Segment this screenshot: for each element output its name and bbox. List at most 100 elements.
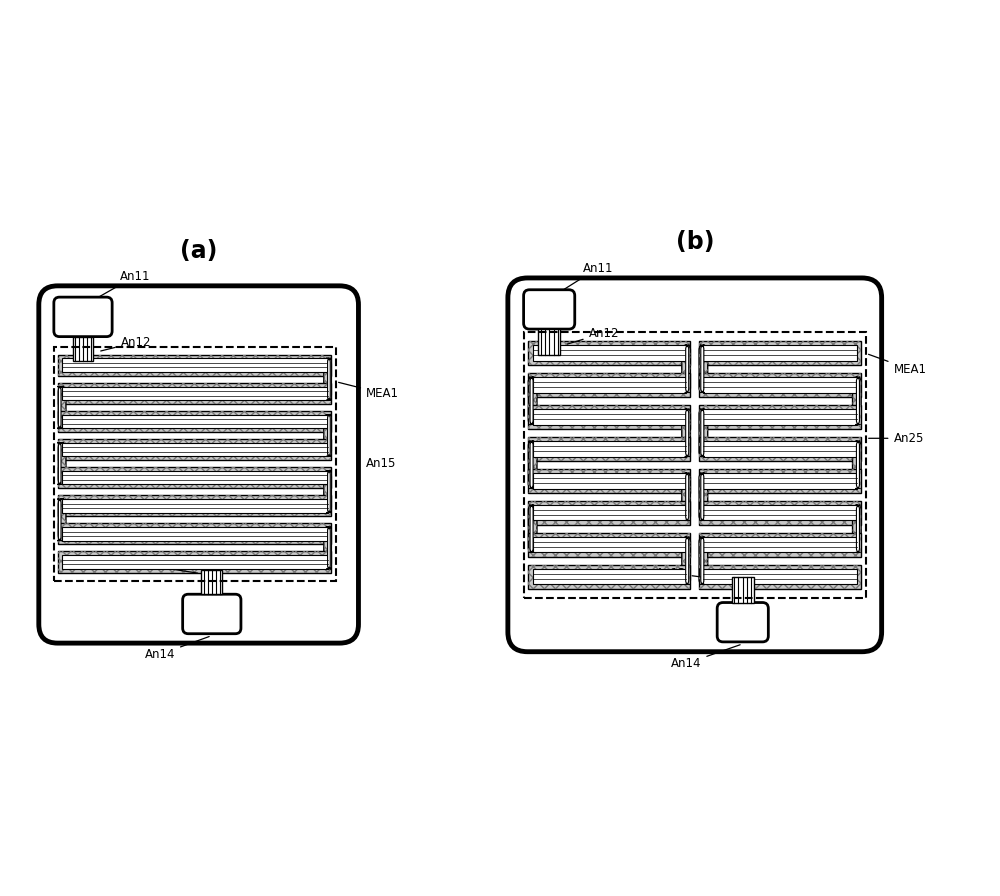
Bar [703, 441, 857, 456]
Bar [533, 409, 686, 425]
FancyBboxPatch shape [328, 415, 331, 456]
Text: An14: An14 [671, 645, 740, 670]
Bar [699, 533, 861, 556]
Bar [699, 564, 861, 589]
Bar [201, 570, 222, 594]
Text: (a): (a) [180, 239, 217, 263]
Bar [58, 523, 331, 545]
Bar [528, 373, 690, 397]
Bar [58, 551, 331, 573]
Bar [58, 495, 331, 516]
Bar [58, 355, 331, 375]
Bar [528, 405, 690, 429]
Bar [528, 533, 690, 556]
FancyBboxPatch shape [324, 471, 331, 513]
Bar [58, 467, 331, 488]
Bar [58, 467, 331, 488]
Bar [703, 505, 857, 521]
FancyBboxPatch shape [700, 409, 705, 456]
Bar [58, 439, 331, 460]
Bar [533, 537, 686, 553]
Text: An25: An25 [869, 432, 924, 444]
Bar [538, 329, 560, 355]
FancyBboxPatch shape [853, 441, 861, 488]
FancyBboxPatch shape [183, 594, 241, 633]
Text: An11: An11 [77, 270, 150, 310]
FancyBboxPatch shape [58, 443, 66, 485]
Bar [703, 473, 857, 488]
Text: An14: An14 [145, 636, 209, 661]
FancyBboxPatch shape [699, 345, 708, 392]
Bar [699, 340, 861, 365]
FancyBboxPatch shape [57, 443, 62, 485]
Text: (b): (b) [676, 230, 714, 254]
Bar [533, 441, 686, 456]
Bar [528, 437, 690, 461]
FancyBboxPatch shape [699, 473, 708, 521]
FancyBboxPatch shape [682, 409, 690, 456]
Bar [62, 527, 328, 540]
Text: MEA1: MEA1 [339, 383, 399, 400]
FancyBboxPatch shape [682, 473, 690, 521]
FancyBboxPatch shape [324, 415, 331, 456]
FancyBboxPatch shape [699, 537, 708, 584]
Bar [699, 405, 861, 429]
FancyBboxPatch shape [328, 358, 331, 400]
Text: An13: An13 [656, 566, 728, 581]
FancyBboxPatch shape [685, 345, 690, 392]
Bar [62, 499, 328, 513]
FancyBboxPatch shape [326, 415, 331, 456]
Bar [699, 340, 861, 365]
Bar [58, 495, 331, 516]
FancyBboxPatch shape [853, 505, 861, 553]
Bar [699, 533, 861, 556]
FancyBboxPatch shape [682, 345, 690, 392]
Bar [62, 386, 328, 400]
FancyBboxPatch shape [699, 409, 708, 456]
FancyBboxPatch shape [54, 297, 112, 337]
FancyBboxPatch shape [700, 537, 705, 584]
FancyBboxPatch shape [58, 386, 66, 428]
Bar [54, 347, 336, 581]
Bar [699, 373, 861, 397]
Bar [528, 564, 690, 589]
FancyBboxPatch shape [326, 358, 331, 400]
FancyBboxPatch shape [328, 527, 331, 569]
Bar [703, 537, 857, 553]
FancyBboxPatch shape [524, 289, 575, 329]
Bar [528, 469, 690, 493]
FancyBboxPatch shape [57, 499, 62, 540]
Bar [703, 409, 857, 425]
Bar [533, 345, 686, 360]
Bar [528, 533, 690, 556]
Bar [58, 383, 331, 404]
FancyBboxPatch shape [685, 473, 690, 521]
Bar [524, 332, 866, 598]
FancyBboxPatch shape [856, 441, 860, 488]
Bar [703, 345, 857, 360]
Bar [528, 501, 690, 525]
Bar [699, 501, 861, 525]
FancyBboxPatch shape [57, 386, 62, 428]
Bar [62, 443, 328, 456]
Bar [699, 405, 861, 429]
Bar [699, 373, 861, 397]
Bar [533, 569, 686, 584]
FancyBboxPatch shape [326, 471, 331, 513]
Bar [58, 411, 331, 432]
Bar [58, 439, 331, 460]
Bar [533, 473, 686, 488]
Bar [62, 415, 328, 428]
FancyBboxPatch shape [528, 505, 537, 553]
Bar [528, 564, 690, 589]
FancyBboxPatch shape [853, 377, 861, 425]
Bar [533, 377, 686, 392]
Bar [699, 437, 861, 461]
Bar [62, 471, 328, 485]
Text: An15: An15 [366, 457, 396, 470]
Text: An13: An13 [137, 559, 198, 573]
FancyBboxPatch shape [685, 409, 690, 456]
Bar [528, 405, 690, 429]
Bar [699, 469, 861, 493]
Bar [699, 501, 861, 525]
